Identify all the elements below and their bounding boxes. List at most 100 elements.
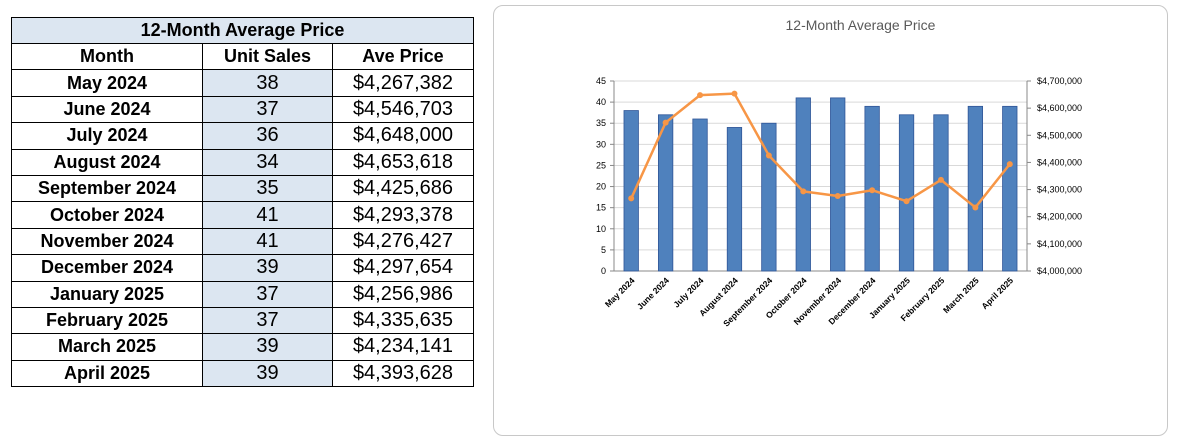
chart-title: 12-Month Average Price bbox=[786, 17, 936, 33]
y-right-tick-label: $4,200,000 bbox=[1037, 212, 1082, 222]
table-row: July 2024 36 $4,648,000 bbox=[11, 122, 474, 150]
cell-month: February 2025 bbox=[11, 306, 203, 335]
y-left-tick-label: 30 bbox=[596, 139, 606, 149]
y-right-tick-label: $4,000,000 bbox=[1037, 266, 1082, 276]
bar bbox=[657, 114, 674, 272]
table-row: November 2024 41 $4,276,427 bbox=[11, 227, 474, 256]
cell-unit-sales: 41 bbox=[202, 227, 333, 256]
table-title: 12-Month Average Price bbox=[11, 17, 474, 44]
y-left-tick-label: 25 bbox=[596, 160, 606, 170]
y-left-tick-label: 10 bbox=[596, 224, 606, 234]
cell-ave-price: $4,276,427 bbox=[332, 227, 474, 256]
cell-ave-price: $4,234,141 bbox=[332, 333, 474, 361]
cell-month: December 2024 bbox=[11, 254, 203, 282]
price-point bbox=[834, 192, 841, 199]
table-row: March 2025 39 $4,234,141 bbox=[11, 333, 474, 361]
bar bbox=[692, 118, 708, 272]
cell-unit-sales: 34 bbox=[202, 148, 333, 176]
combo-chart: 12-Month Average Price 0 5 10 15 20 25 30 35 40 45… bbox=[596, 17, 1082, 329]
table-row: May 2024 38 $4,267,382 bbox=[11, 69, 474, 97]
chart-card: 12-Month Average Price 0 5 10 15 20 25 30 35 40 45… bbox=[493, 5, 1168, 436]
table-row: October 2024 41 $4,293,378 bbox=[11, 201, 474, 229]
cell-unit-sales: 37 bbox=[202, 280, 333, 308]
bar bbox=[898, 114, 915, 272]
cell-month: November 2024 bbox=[11, 227, 203, 256]
header-ave-price: Ave Price bbox=[332, 42, 474, 71]
cell-ave-price: $4,648,000 bbox=[332, 122, 474, 150]
price-line bbox=[630, 92, 1011, 209]
cell-ave-price: $4,653,618 bbox=[332, 148, 474, 176]
header-unit-sales: Unit Sales bbox=[202, 42, 333, 71]
price-point bbox=[731, 90, 738, 97]
table-row: February 2025 37 $4,335,635 bbox=[11, 306, 474, 335]
cell-ave-price: $4,297,654 bbox=[332, 254, 474, 282]
cell-ave-price: $4,546,703 bbox=[332, 95, 474, 124]
price-point bbox=[1006, 161, 1013, 168]
bar bbox=[726, 127, 743, 272]
price-point bbox=[765, 152, 772, 159]
table-row: December 2024 39 $4,297,654 bbox=[11, 254, 474, 282]
cell-month: July 2024 bbox=[11, 122, 203, 150]
y-right-tick-label: $4,500,000 bbox=[1037, 130, 1082, 140]
table-row: September 2024 35 $4,425,686 bbox=[11, 174, 474, 203]
bar bbox=[1002, 105, 1018, 272]
x-tick-label: July 2024 bbox=[671, 275, 705, 309]
cell-month: October 2024 bbox=[11, 201, 203, 229]
cell-unit-sales: 37 bbox=[202, 306, 333, 335]
price-point bbox=[800, 188, 807, 195]
y-left-tick-label: 40 bbox=[596, 97, 606, 107]
cell-month: January 2025 bbox=[11, 280, 203, 308]
bar bbox=[967, 105, 984, 272]
cell-unit-sales: 39 bbox=[202, 254, 333, 282]
cell-unit-sales: 38 bbox=[202, 69, 333, 97]
cell-unit-sales: 36 bbox=[202, 122, 333, 150]
cell-unit-sales: 35 bbox=[202, 174, 333, 203]
x-tick-label: June 2024 bbox=[635, 275, 671, 311]
y-left-tick-label: 5 bbox=[601, 245, 606, 255]
y-right-tick-label: $4,100,000 bbox=[1037, 239, 1082, 249]
y-right-tick-label: $4,300,000 bbox=[1037, 185, 1082, 195]
x-tick-label: March 2025 bbox=[941, 275, 981, 315]
cell-month: March 2025 bbox=[11, 333, 203, 361]
cell-month: May 2024 bbox=[11, 69, 203, 97]
sales-table: 12-Month Average Price Month Unit Sales … bbox=[11, 17, 474, 388]
cell-month: August 2024 bbox=[11, 148, 203, 176]
table-row: January 2025 37 $4,256,986 bbox=[11, 280, 474, 308]
cell-ave-price: $4,293,378 bbox=[332, 201, 474, 229]
header-month: Month bbox=[11, 42, 203, 71]
y-left-tick-label: 35 bbox=[596, 118, 606, 128]
price-point bbox=[662, 119, 669, 126]
cell-month: June 2024 bbox=[11, 95, 203, 124]
y-left-tick-label: 0 bbox=[601, 266, 606, 276]
y-right-tick-label: $4,400,000 bbox=[1037, 157, 1082, 167]
cell-ave-price: $4,267,382 bbox=[332, 69, 474, 97]
table-row: June 2024 37 $4,546,703 bbox=[11, 95, 474, 124]
bar bbox=[623, 110, 639, 272]
y-right-tick-label: $4,600,000 bbox=[1037, 103, 1082, 113]
y-left-tick-label: 20 bbox=[596, 182, 606, 192]
table-row: August 2024 34 $4,653,618 bbox=[11, 148, 474, 176]
price-point bbox=[937, 176, 944, 183]
cell-unit-sales: 39 bbox=[202, 333, 333, 361]
cell-ave-price: $4,256,986 bbox=[332, 280, 474, 308]
price-point bbox=[697, 92, 704, 99]
bar bbox=[933, 114, 949, 272]
x-tick-label: May 2024 bbox=[603, 275, 637, 309]
y-left-tick-label: 15 bbox=[596, 203, 606, 213]
table-row: April 2025 39 $4,393,628 bbox=[11, 359, 474, 388]
cell-unit-sales: 37 bbox=[202, 95, 333, 124]
cell-month: April 2025 bbox=[11, 359, 203, 388]
price-point bbox=[628, 195, 635, 202]
bar bbox=[830, 97, 846, 272]
price-point bbox=[903, 198, 910, 205]
price-point bbox=[972, 204, 979, 211]
cell-ave-price: $4,393,628 bbox=[332, 359, 474, 388]
x-tick-label: April 2025 bbox=[979, 275, 1015, 311]
cell-ave-price: $4,335,635 bbox=[332, 306, 474, 335]
price-point bbox=[869, 187, 876, 194]
y-left-tick-label: 45 bbox=[596, 76, 606, 86]
y-right-tick-label: $4,700,000 bbox=[1037, 76, 1082, 86]
cell-ave-price: $4,425,686 bbox=[332, 174, 474, 203]
cell-month: September 2024 bbox=[11, 174, 203, 203]
cell-unit-sales: 39 bbox=[202, 359, 333, 388]
